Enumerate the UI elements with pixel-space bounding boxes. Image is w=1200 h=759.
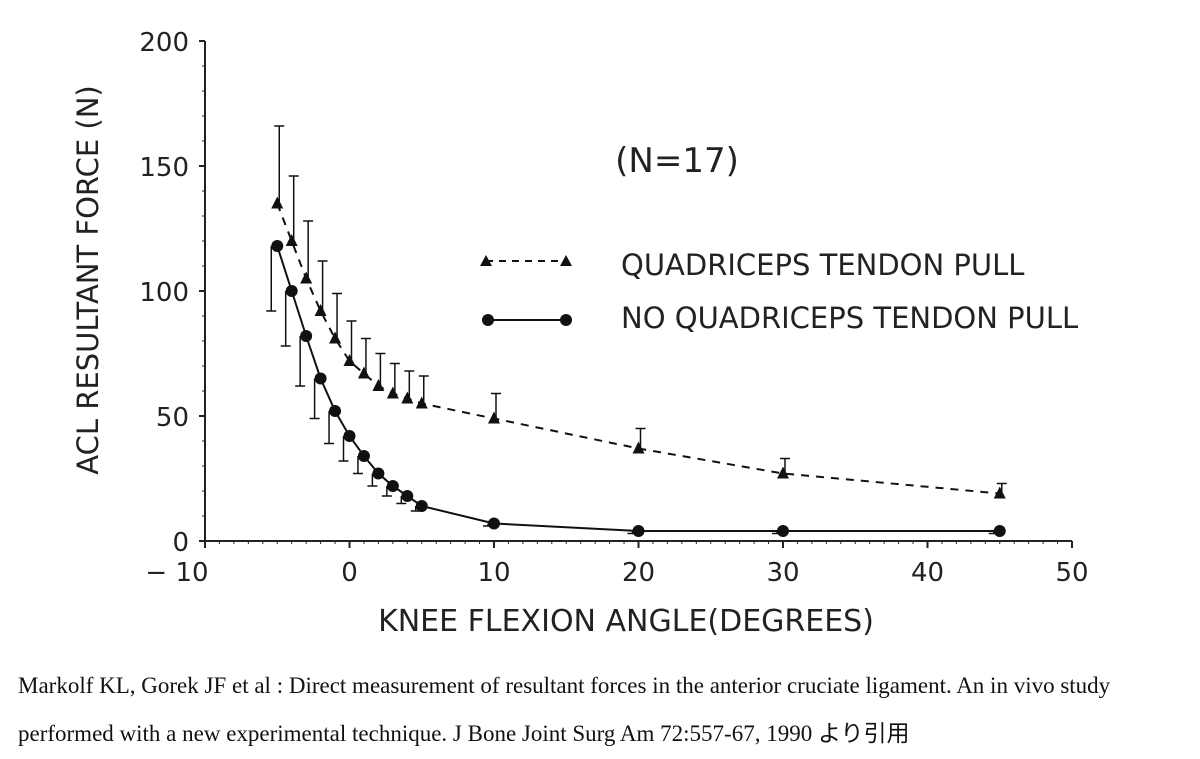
data-point-triangle <box>386 386 399 399</box>
data-point-circle <box>488 517 500 530</box>
legend-quadriceps-marker-left <box>480 255 492 266</box>
data-point-circle <box>285 285 298 297</box>
data-point-circle <box>415 500 428 512</box>
data-point-circle <box>372 467 385 480</box>
x-tick-label: 10 <box>477 558 510 588</box>
data-point-triangle <box>329 331 342 344</box>
data-point-circle <box>343 430 356 442</box>
x-tick-label: 50 <box>1055 558 1088 588</box>
series-quadriceps-tendon-pull <box>271 125 1007 499</box>
data-point-circle <box>401 490 414 502</box>
data-point-triangle <box>357 366 370 379</box>
data-point-triangle <box>343 354 356 366</box>
data-point-circle <box>386 480 399 492</box>
y-tick-label: 150 <box>139 153 189 183</box>
data-point-triangle <box>372 379 385 391</box>
data-point-triangle <box>415 396 428 409</box>
chart-annotation: (N=17) <box>615 141 739 181</box>
series-no-quadriceps-tendon-pull <box>266 240 1006 537</box>
data-point-triangle <box>401 391 414 404</box>
data-point-triangle <box>314 304 327 316</box>
data-point-circle <box>357 450 370 462</box>
data-point-triangle <box>777 466 789 479</box>
series-line <box>276 245 1000 532</box>
y-tick-label: 100 <box>139 278 189 308</box>
legend-no-quadriceps-marker-left <box>482 314 494 326</box>
x-tick-label: − 10 <box>145 558 208 588</box>
x-tick-label: 30 <box>766 558 799 588</box>
data-point-circle <box>271 240 284 252</box>
data-point-triangle <box>285 234 298 246</box>
x-tick-label: 40 <box>911 558 944 588</box>
data-point-circle <box>632 525 645 537</box>
data-point-circle <box>777 525 789 537</box>
data-point-circle <box>329 405 342 417</box>
citation-caption: Markolf KL, Gorek JF et al : Direct meas… <box>18 673 1111 746</box>
legend-quadriceps-label: QUADRICEPS TENDON PULL <box>621 248 1024 282</box>
x-tick-label: 0 <box>341 558 358 588</box>
data-point-circle <box>300 330 313 342</box>
data-point-triangle <box>993 486 1006 499</box>
legend-no-quadriceps-marker-right <box>560 314 572 326</box>
y-tick-label: 200 <box>139 28 189 58</box>
data-point-circle <box>993 525 1006 537</box>
x-tick-label: 20 <box>622 558 655 588</box>
data-point-triangle <box>632 441 645 454</box>
data-point-triangle <box>488 411 500 424</box>
data-point-triangle <box>271 196 284 209</box>
legend-quadriceps-marker-right <box>560 255 572 266</box>
x-axis-label: KNEE FLEXION ANGLE(DEGREES) <box>378 604 874 639</box>
y-tick-label: 50 <box>156 403 189 433</box>
y-axis-label: ACL RESULTANT FORCE (N) <box>71 85 105 474</box>
y-tick-label: 0 <box>172 528 189 558</box>
data-point-triangle <box>300 271 313 284</box>
data-point-circle <box>314 372 327 385</box>
legend-no-quadriceps-label: NO QUADRICEPS TENDON PULL <box>621 301 1078 335</box>
legend: QUADRICEPS TENDON PULL NO QUADRICEPS TEN… <box>480 248 1078 335</box>
